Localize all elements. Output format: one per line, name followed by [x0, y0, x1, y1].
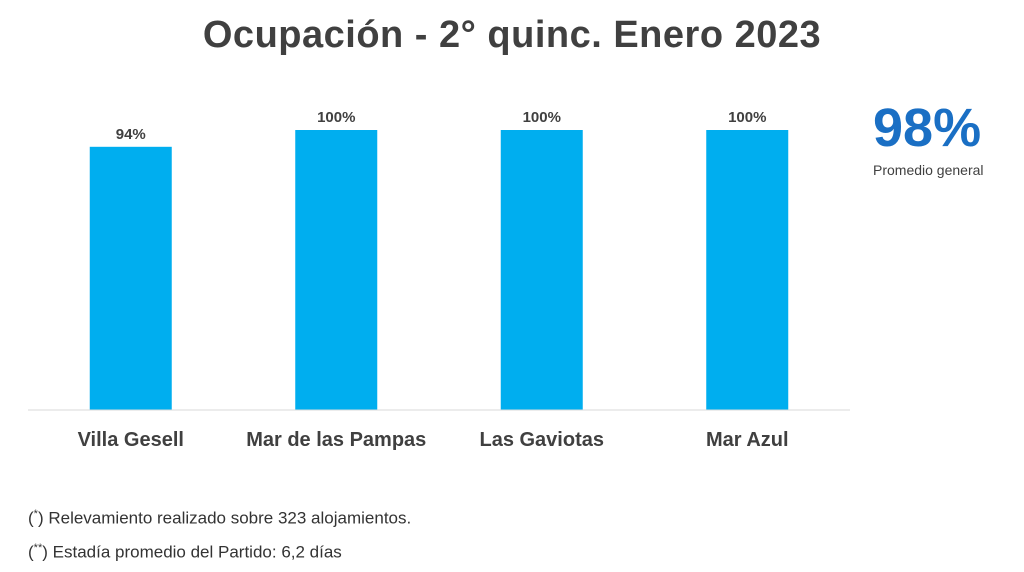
footnote-2-close: ): [42, 542, 48, 562]
average-value: 98%: [873, 98, 982, 158]
footnote-1-text: Relevamiento realizado sobre 323 alojami…: [43, 508, 412, 528]
bar-villa-gesell: [89, 146, 172, 411]
footnote-2-text: Estadía promedio del Partido: 6,2 días: [47, 542, 342, 562]
summary-box: 98% Promedio general: [873, 98, 984, 178]
labels-layer: 94% Villa Gesell 100% Mar de las Pampas 100%…: [78, 109, 789, 451]
footnotes: (*) Relevamiento realizado sobre 323 alo…: [28, 503, 411, 571]
footnote-1-close: ): [37, 508, 44, 528]
data-label: 100%: [728, 109, 766, 126]
footnote-2-mark: **: [33, 542, 43, 554]
bar-mar-de-las-pampas: [295, 130, 378, 410]
category-label: Las Gaviotas: [479, 429, 604, 451]
footnote-1: (*) Relevamiento realizado sobre 323 alo…: [28, 503, 411, 537]
bars-layer: [89, 130, 789, 411]
footnote-1-open: (: [28, 508, 34, 528]
data-label: 100%: [523, 109, 561, 126]
average-label: Promedio general: [873, 162, 984, 178]
chart-title: Ocupación - 2° quinc. Enero 2023: [202, 14, 822, 56]
footnote-2-open: (: [28, 542, 34, 562]
footnote-2: (**) Estadía promedio del Partido: 6,2 d…: [28, 537, 411, 571]
category-label: Villa Gesell: [78, 429, 184, 451]
data-label: 100%: [317, 109, 355, 126]
bar-las-gaviotas: [500, 130, 583, 410]
category-label: Mar Azul: [706, 429, 789, 451]
footnote-1-mark: *: [33, 508, 38, 520]
data-label: 94%: [116, 126, 146, 143]
bar-mar-azul: [706, 130, 789, 410]
category-label: Mar de las Pampas: [246, 429, 426, 451]
